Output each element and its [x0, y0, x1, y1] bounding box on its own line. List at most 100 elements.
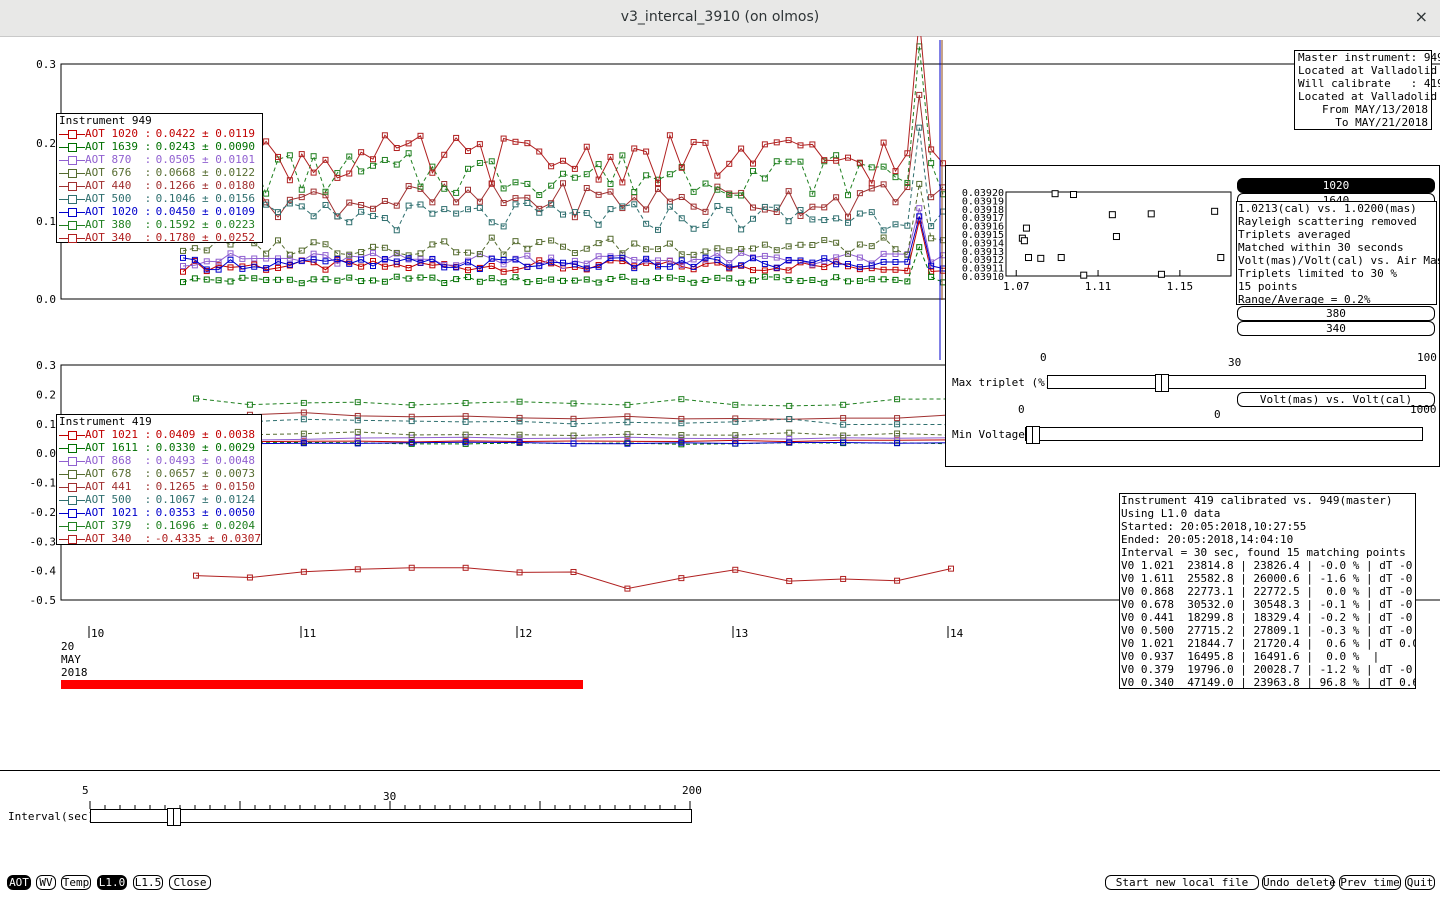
data-point: [619, 258, 626, 265]
data-point: [595, 253, 602, 260]
data-point: [714, 172, 721, 179]
temp-button[interactable]: Temp: [61, 875, 91, 890]
data-point: [488, 234, 495, 241]
data-point: [856, 190, 863, 197]
undo-delete-button[interactable]: Undo delete: [1262, 875, 1336, 890]
data-point: [726, 206, 733, 213]
data-point: [193, 572, 199, 579]
start-new-local-file-button[interactable]: Start new local file: [1105, 875, 1259, 890]
data-point: [405, 150, 412, 157]
interval-slider-thumb[interactable]: [167, 808, 181, 826]
calibration-panel: 0.03920 0.03919 0.03918 0.03917 0.03916 0.039…: [945, 165, 1440, 467]
data-point: [408, 402, 415, 409]
data-point: [732, 401, 739, 408]
data-point: [833, 157, 840, 164]
scatter-point: [1211, 207, 1219, 215]
aot-button[interactable]: AOT: [7, 875, 31, 890]
calib-info-line: 15 points: [1238, 280, 1298, 293]
data-point: [678, 439, 685, 446]
data-point: [773, 247, 780, 254]
wavelength-button-340[interactable]: 340: [1237, 321, 1435, 336]
legend-value: 0.0243 ± 0.0090: [155, 140, 255, 153]
data-point: [840, 421, 847, 428]
max-triplet-slider-thumb[interactable]: [1155, 374, 1169, 392]
data-point: [785, 243, 792, 250]
max-triplet-slider[interactable]: [1047, 374, 1426, 392]
data-point: [524, 263, 531, 270]
data-point: [536, 278, 543, 285]
data-point: [251, 255, 258, 262]
data-point: [322, 241, 329, 248]
scatter-point: [1217, 254, 1225, 262]
data-point: [773, 209, 780, 216]
legend-entry: AOT 1639 :0.0243 ± 0.0090: [59, 140, 260, 153]
time-range-bar[interactable]: [61, 680, 583, 689]
data-point: [894, 421, 901, 428]
data-point: [840, 432, 847, 439]
data-point: [678, 435, 685, 442]
data-point: [346, 219, 353, 226]
legend-title: Instrument 419: [59, 415, 152, 428]
result-line: V0 0.340 47149.0 | 23963.8 | 96.8 % | dT…: [1121, 676, 1416, 689]
scatter-x-tick-label: 1.15: [1167, 280, 1194, 293]
data-point: [310, 256, 317, 263]
quit-button[interactable]: Quit: [1405, 875, 1435, 890]
scatter-y-tick-label: 0.03912: [962, 255, 1004, 266]
top-series-line: [182, 216, 944, 271]
data-point: [462, 439, 469, 446]
data-point: [441, 151, 448, 158]
data-point: [227, 278, 234, 285]
data-point: [203, 247, 210, 254]
close-window-icon[interactable]: ×: [1414, 7, 1428, 26]
l10-button[interactable]: L1.0: [97, 875, 127, 890]
data-point: [354, 428, 361, 435]
data-point: [462, 400, 469, 407]
min-voltage-slider-thumb[interactable]: [1026, 426, 1040, 444]
data-point: [726, 264, 733, 271]
result-line: Instrument 419 calibrated vs. 949(master…: [1121, 494, 1393, 507]
data-point: [462, 564, 469, 571]
data-point: [275, 258, 281, 265]
date-month: MAY: [61, 653, 81, 666]
wavelength-button-380[interactable]: 380: [1237, 306, 1435, 321]
data-point: [354, 566, 361, 573]
prev-time-button[interactable]: Prev time: [1339, 875, 1401, 890]
l15-button[interactable]: L1.5: [133, 875, 163, 890]
y-tick-label: -0.4: [30, 565, 57, 578]
close-button[interactable]: Close: [169, 875, 211, 890]
wv-button[interactable]: WV: [36, 875, 56, 890]
data-point: [429, 169, 436, 176]
data-point: [916, 180, 923, 187]
interval-slider[interactable]: [90, 808, 692, 826]
data-point: [429, 199, 436, 206]
legend-entry: AOT 441 :0.1265 ± 0.0150: [59, 480, 259, 493]
data-point: [310, 239, 317, 246]
data-point: [512, 195, 519, 202]
legend-value: 0.0330 ± 0.0029: [155, 441, 255, 454]
data-point: [560, 170, 566, 177]
legend-value: 0.0668 ± 0.0122: [155, 166, 255, 179]
calibration-results: Instrument 419 calibrated vs. 949(master…: [1119, 493, 1416, 689]
data-point: [300, 568, 307, 575]
legend-entry: AOT 1021 :0.0353 ± 0.0050: [59, 506, 259, 519]
top-series-line: [182, 245, 944, 284]
data-point: [750, 255, 756, 262]
data-point: [215, 266, 222, 273]
data-point: [239, 265, 246, 272]
data-point: [300, 440, 307, 447]
data-point: [524, 140, 531, 147]
wavelength-button-1020[interactable]: 1020: [1237, 178, 1435, 193]
data-point: [298, 186, 305, 193]
min-voltage-slider[interactable]: [1025, 426, 1423, 444]
legend-value: 0.0353 ± 0.0050: [155, 506, 255, 519]
legend-value: 0.1266 ± 0.0180: [155, 179, 255, 192]
plot-mode-button[interactable]: Volt(mas) vs. Volt(cal): [1237, 392, 1435, 407]
data-point: [750, 245, 756, 252]
max-triplet-max-label: 100: [1417, 351, 1437, 364]
legend-value: 0.1780 ± 0.0252: [155, 231, 255, 244]
data-point: [180, 247, 186, 254]
data-point: [548, 163, 555, 170]
x-tick-label: 11: [303, 627, 316, 640]
data-point: [948, 565, 954, 572]
data-point: [880, 181, 887, 188]
